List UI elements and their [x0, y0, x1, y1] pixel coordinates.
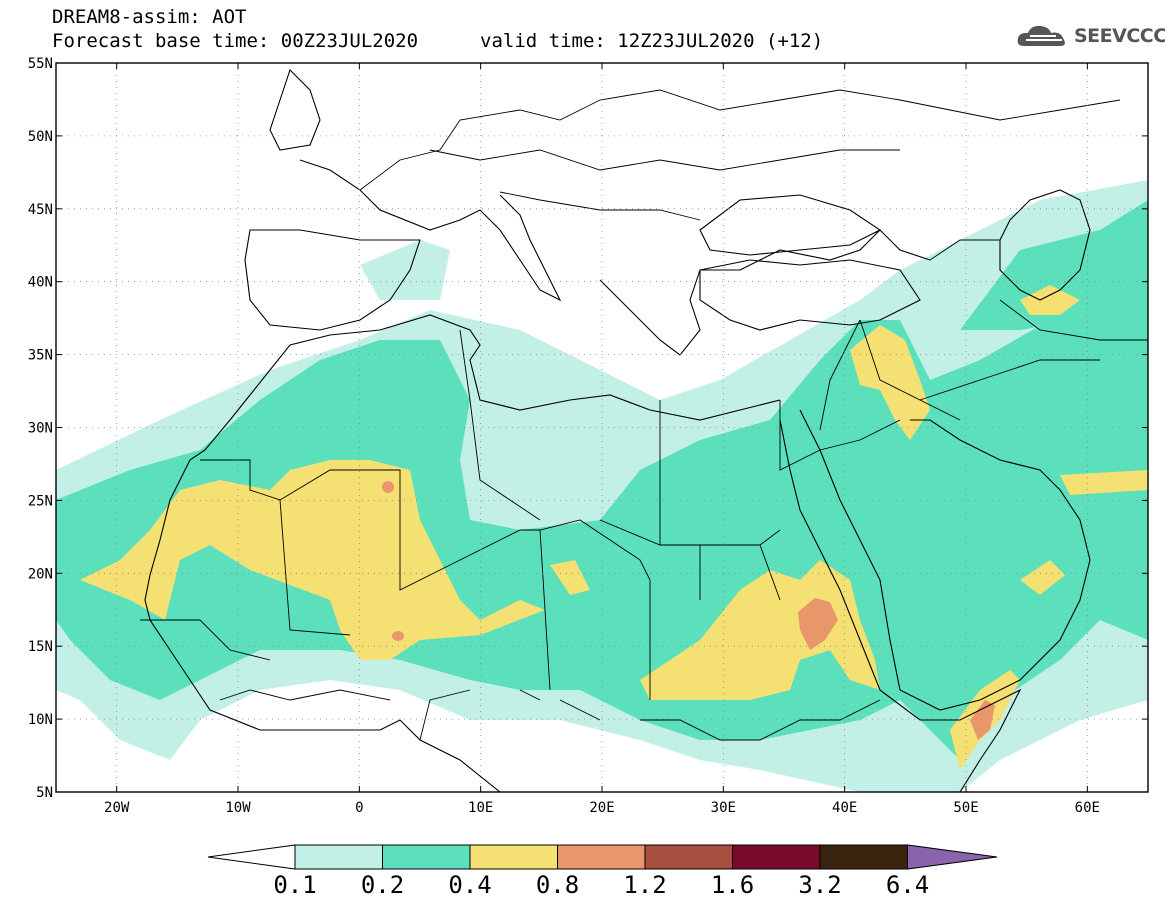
lon-label: 40E — [832, 800, 857, 816]
map-title: DREAM8-assim: AOT — [52, 6, 247, 28]
lat-label: 45N — [28, 202, 53, 218]
black-sea-coast — [699, 194, 882, 256]
lon-label: 10W — [225, 800, 251, 816]
lat-label: 50N — [28, 129, 53, 145]
aot-contour-0.2 — [56, 300, 1148, 760]
cloud-icon — [1017, 25, 1065, 46]
colorbar-label: 6.4 — [886, 871, 929, 899]
lat-label: 30N — [28, 421, 53, 437]
aot-contour-0.4-sahara — [80, 460, 545, 660]
lat-label: 15N — [28, 639, 53, 655]
colorbar-bin — [557, 844, 646, 870]
lat-label: 35N — [28, 348, 53, 364]
aot-contour-0.8-algeria — [382, 481, 394, 493]
seevccc-logo: SEEVCCC — [1016, 22, 1165, 50]
lat-label: 10N — [28, 712, 53, 728]
uk-coast — [269, 68, 321, 151]
coastlines — [140, 68, 1148, 792]
colorbar-bin — [382, 844, 471, 870]
map-axes: 55N 50N 45N 40N 35N 30N 25N 20N 15N 10N 5N 20W 10W 0 1… — [28, 56, 1148, 816]
lat-label: 25N — [28, 493, 53, 509]
colorbar-under-triangle — [207, 844, 296, 870]
aot-contour-0.2-caucasus — [960, 200, 1148, 330]
colorbar-label: 1.2 — [623, 871, 666, 899]
country-borders — [140, 89, 1148, 741]
colorbar-bin — [469, 844, 558, 870]
aot-contour-0.4-caspian — [1020, 285, 1080, 315]
forecast-base-time: Forecast base time: 00Z23JUL2020 — [52, 30, 419, 52]
gridlines — [56, 63, 1148, 792]
colorbar-label: 1.6 — [711, 871, 754, 899]
lat-label: 5N — [36, 785, 53, 801]
iberia-coast — [244, 229, 421, 331]
africa-west-coast — [144, 314, 781, 792]
colorbar-label: 0.2 — [361, 871, 404, 899]
colorbar-bin — [819, 844, 908, 870]
lat-label: 55N — [28, 56, 53, 72]
aot-contour-0.4-gulf — [1060, 470, 1148, 495]
caspian-coast — [999, 189, 1091, 301]
lon-label: 30E — [711, 800, 736, 816]
aot-contour-0.4-sudan — [640, 560, 880, 700]
aot-contour-0.1-med — [360, 240, 450, 300]
horn-coast — [879, 688, 1022, 792]
colorbar-over-triangle — [907, 844, 998, 870]
lon-label: 10E — [468, 800, 493, 816]
aot-contour-0.4-oman — [1020, 560, 1065, 595]
colorbar-label: 0.1 — [273, 871, 316, 899]
colorbar-label: 0.4 — [448, 871, 491, 899]
lon-label: 20E — [589, 800, 614, 816]
aot-field — [56, 180, 1148, 792]
lat-label: 40N — [28, 275, 53, 291]
colorbar: 0.1 0.2 0.4 0.8 1.2 1.6 3.2 6.4 — [207, 844, 998, 899]
arabia-coast — [899, 419, 1091, 711]
lon-label: 20W — [104, 800, 130, 816]
lon-label: 0 — [355, 800, 363, 816]
lon-label: 60E — [1075, 800, 1100, 816]
colorbar-label: 3.2 — [798, 871, 841, 899]
aot-contour-0.4-chad — [550, 560, 590, 595]
aot-contour-0.4-iraq — [850, 325, 930, 440]
logo-text: SEEVCCC — [1074, 25, 1165, 47]
aot-contour-0.8-eritrea — [798, 598, 838, 650]
aot-contour-0.8-somalia — [970, 700, 995, 740]
colorbar-bin — [732, 844, 821, 870]
lat-label: 20N — [28, 566, 53, 582]
colorbar-bin — [644, 844, 733, 870]
lon-label: 50E — [953, 800, 978, 816]
valid-time: valid time: 12Z23JUL2020 (+12) — [480, 30, 824, 52]
aot-contour-0.8-mali — [392, 631, 404, 641]
turkey-coast — [699, 259, 921, 331]
colorbar-bin — [294, 844, 383, 870]
colorbar-label: 0.8 — [536, 871, 579, 899]
